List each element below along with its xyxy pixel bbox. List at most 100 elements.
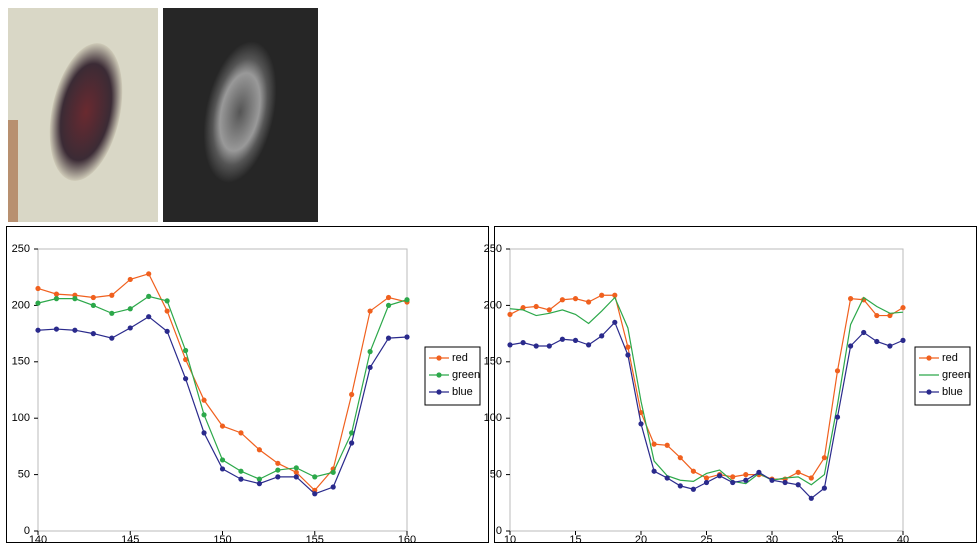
point xyxy=(664,475,670,481)
point xyxy=(572,337,579,343)
point xyxy=(219,466,226,472)
point xyxy=(201,430,207,436)
point xyxy=(330,469,336,475)
point xyxy=(677,483,683,489)
point xyxy=(256,476,262,482)
point xyxy=(533,303,539,310)
point xyxy=(834,368,841,374)
point xyxy=(330,484,336,490)
point xyxy=(834,414,841,420)
x-tick-label: 20 xyxy=(635,534,647,544)
point xyxy=(612,319,618,325)
photo-edge xyxy=(8,120,18,222)
point xyxy=(507,342,513,348)
point xyxy=(35,300,41,306)
point xyxy=(546,343,552,349)
point xyxy=(109,310,115,316)
point xyxy=(72,296,78,302)
point xyxy=(743,477,749,483)
point xyxy=(690,486,697,492)
point xyxy=(127,306,133,312)
point xyxy=(256,481,262,487)
y-tick-label: 250 xyxy=(12,243,30,255)
y-tick-label: 100 xyxy=(484,412,502,424)
legend xyxy=(914,346,971,406)
point xyxy=(599,292,605,298)
point xyxy=(887,343,893,349)
y-tick-label: 200 xyxy=(484,299,502,311)
y-tick-label: 50 xyxy=(18,469,30,481)
point xyxy=(703,475,710,481)
point xyxy=(546,307,552,313)
legend-marker xyxy=(926,355,932,361)
y-tick-label: 50 xyxy=(490,469,502,481)
point xyxy=(874,338,880,345)
point xyxy=(146,314,152,320)
point xyxy=(385,302,392,308)
x-tick-label: 155 xyxy=(306,534,324,544)
plot-area xyxy=(37,248,408,532)
point xyxy=(293,465,299,471)
x-tick-label: 25 xyxy=(700,534,712,544)
point xyxy=(821,485,828,491)
plot-area xyxy=(509,248,904,532)
point xyxy=(730,474,736,480)
point xyxy=(90,331,96,337)
point xyxy=(127,276,133,283)
chart-frame xyxy=(6,226,489,543)
point xyxy=(690,468,697,474)
x-tick-label: 160 xyxy=(398,534,416,544)
point xyxy=(507,311,513,318)
y-tick-label: 100 xyxy=(12,412,30,424)
point xyxy=(404,297,410,303)
point xyxy=(367,308,373,314)
x-tick-label: 40 xyxy=(897,534,909,544)
point xyxy=(664,442,670,448)
point xyxy=(367,349,373,355)
point xyxy=(848,296,854,302)
point xyxy=(312,491,318,497)
point xyxy=(717,473,723,479)
point xyxy=(275,474,281,480)
point xyxy=(238,430,244,436)
point xyxy=(559,297,566,303)
point xyxy=(219,423,226,429)
legend-label: blue xyxy=(452,386,473,398)
point xyxy=(887,312,893,319)
point xyxy=(53,296,60,302)
point xyxy=(109,292,115,298)
point xyxy=(533,343,539,349)
point xyxy=(90,294,96,301)
legend-marker xyxy=(436,355,442,361)
y-tick-label: 150 xyxy=(12,356,30,368)
point xyxy=(703,479,710,486)
point xyxy=(35,285,41,292)
legend-label: red xyxy=(452,352,468,364)
point xyxy=(293,469,299,475)
legend-label: red xyxy=(942,352,958,364)
point xyxy=(293,474,299,480)
point xyxy=(146,271,152,277)
point xyxy=(72,327,78,333)
point xyxy=(808,475,814,481)
point xyxy=(559,336,566,342)
series-line xyxy=(509,321,904,500)
photo-blob xyxy=(49,43,123,181)
point xyxy=(520,340,526,346)
x-tick-label: 30 xyxy=(766,534,778,544)
point xyxy=(651,468,657,474)
point xyxy=(861,329,867,336)
point xyxy=(201,412,207,418)
point xyxy=(769,477,775,483)
x-tick-label: 35 xyxy=(831,534,843,544)
point xyxy=(275,460,281,466)
point xyxy=(848,343,854,349)
legend xyxy=(424,346,481,406)
series-line xyxy=(509,296,904,486)
y-tick-label: 0 xyxy=(496,525,502,537)
photo-ring xyxy=(203,41,277,183)
point xyxy=(743,472,749,478)
point xyxy=(164,298,170,304)
point xyxy=(219,457,226,463)
